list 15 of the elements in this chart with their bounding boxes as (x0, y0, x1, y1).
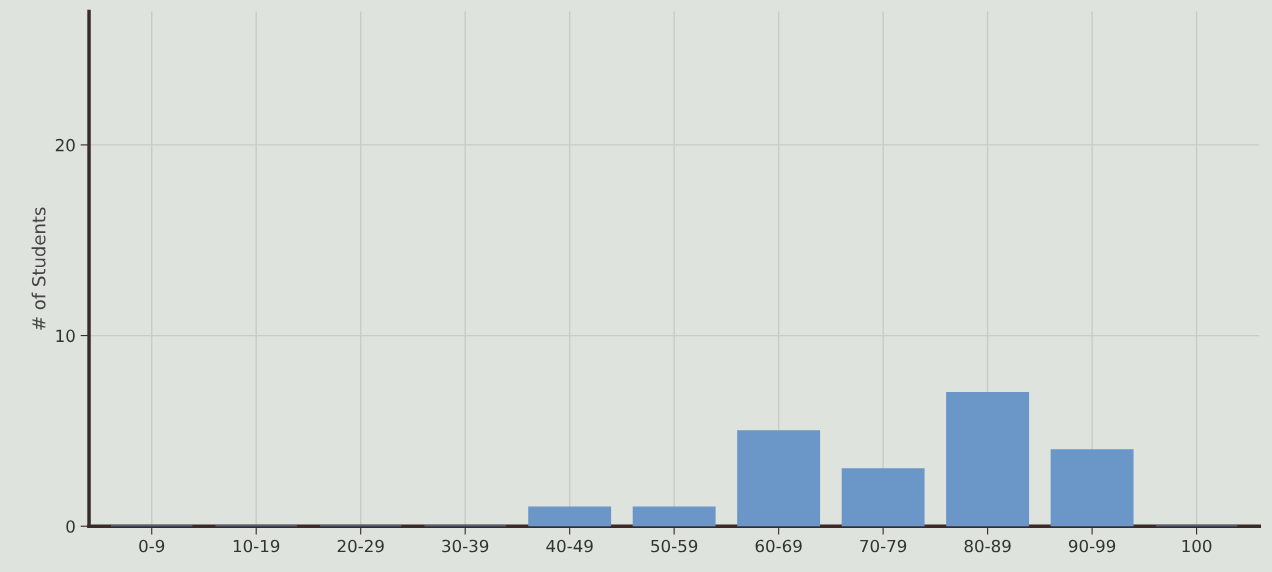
y-tick-label: 0 (66, 520, 75, 533)
x-tick-label: 30-39 (442, 539, 489, 553)
x-tick-label: 10-19 (233, 539, 280, 553)
x-tick-label: 50-59 (651, 539, 698, 553)
y-tick-label: 10 (56, 329, 75, 343)
x-tick-label: 40-49 (546, 539, 593, 553)
x-tick-label: 90-99 (1068, 539, 1116, 553)
y-tick-label: 20 (55, 138, 75, 152)
y-axis-title: # of Students (31, 207, 46, 330)
x-tick-label: 80-89 (964, 539, 1011, 553)
x-tick-label: 0-9 (139, 539, 165, 553)
x-tick-label: 70-79 (860, 539, 907, 553)
x-tick-label: 100 (1182, 539, 1212, 553)
x-tick-label: 60-69 (755, 539, 802, 553)
x-tick-label: 20-29 (337, 539, 384, 553)
